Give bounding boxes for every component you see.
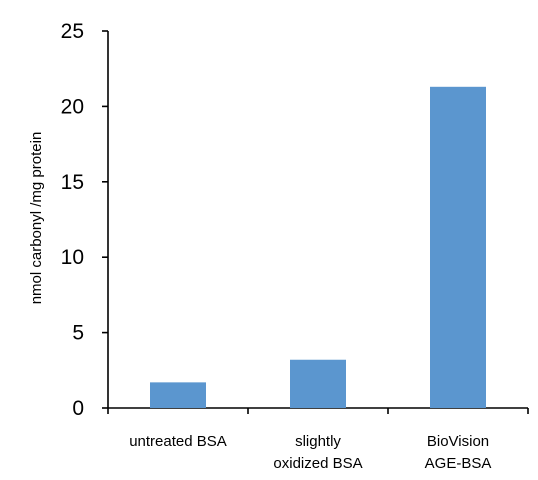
bar-series — [150, 86, 486, 409]
y-tick-label: 20 — [61, 95, 84, 118]
bar — [290, 359, 346, 408]
bar — [430, 86, 486, 409]
x-category-label: oxidized BSA — [273, 455, 362, 472]
y-tick-label: 25 — [61, 20, 84, 43]
y-axis-ticks: 0 5 10 15 20 25 — [61, 20, 108, 420]
x-category-label: BioVision — [427, 433, 489, 450]
y-tick-label: 0 — [72, 397, 84, 420]
x-axis-labels: untreated BSA slightly oxidized BSA BioVisi… — [129, 433, 491, 472]
y-tick-label: 5 — [72, 322, 84, 345]
x-category-label: slightly — [295, 433, 341, 450]
bar — [150, 382, 206, 408]
y-axis-title: nmol carbonyl /mg protein — [28, 132, 45, 305]
y-tick-label: 15 — [61, 171, 84, 194]
x-axis-ticks — [107, 408, 529, 414]
x-category-label: AGE-BSA — [425, 455, 492, 472]
x-category-label: untreated BSA — [129, 433, 227, 450]
y-tick-label: 10 — [61, 246, 84, 269]
